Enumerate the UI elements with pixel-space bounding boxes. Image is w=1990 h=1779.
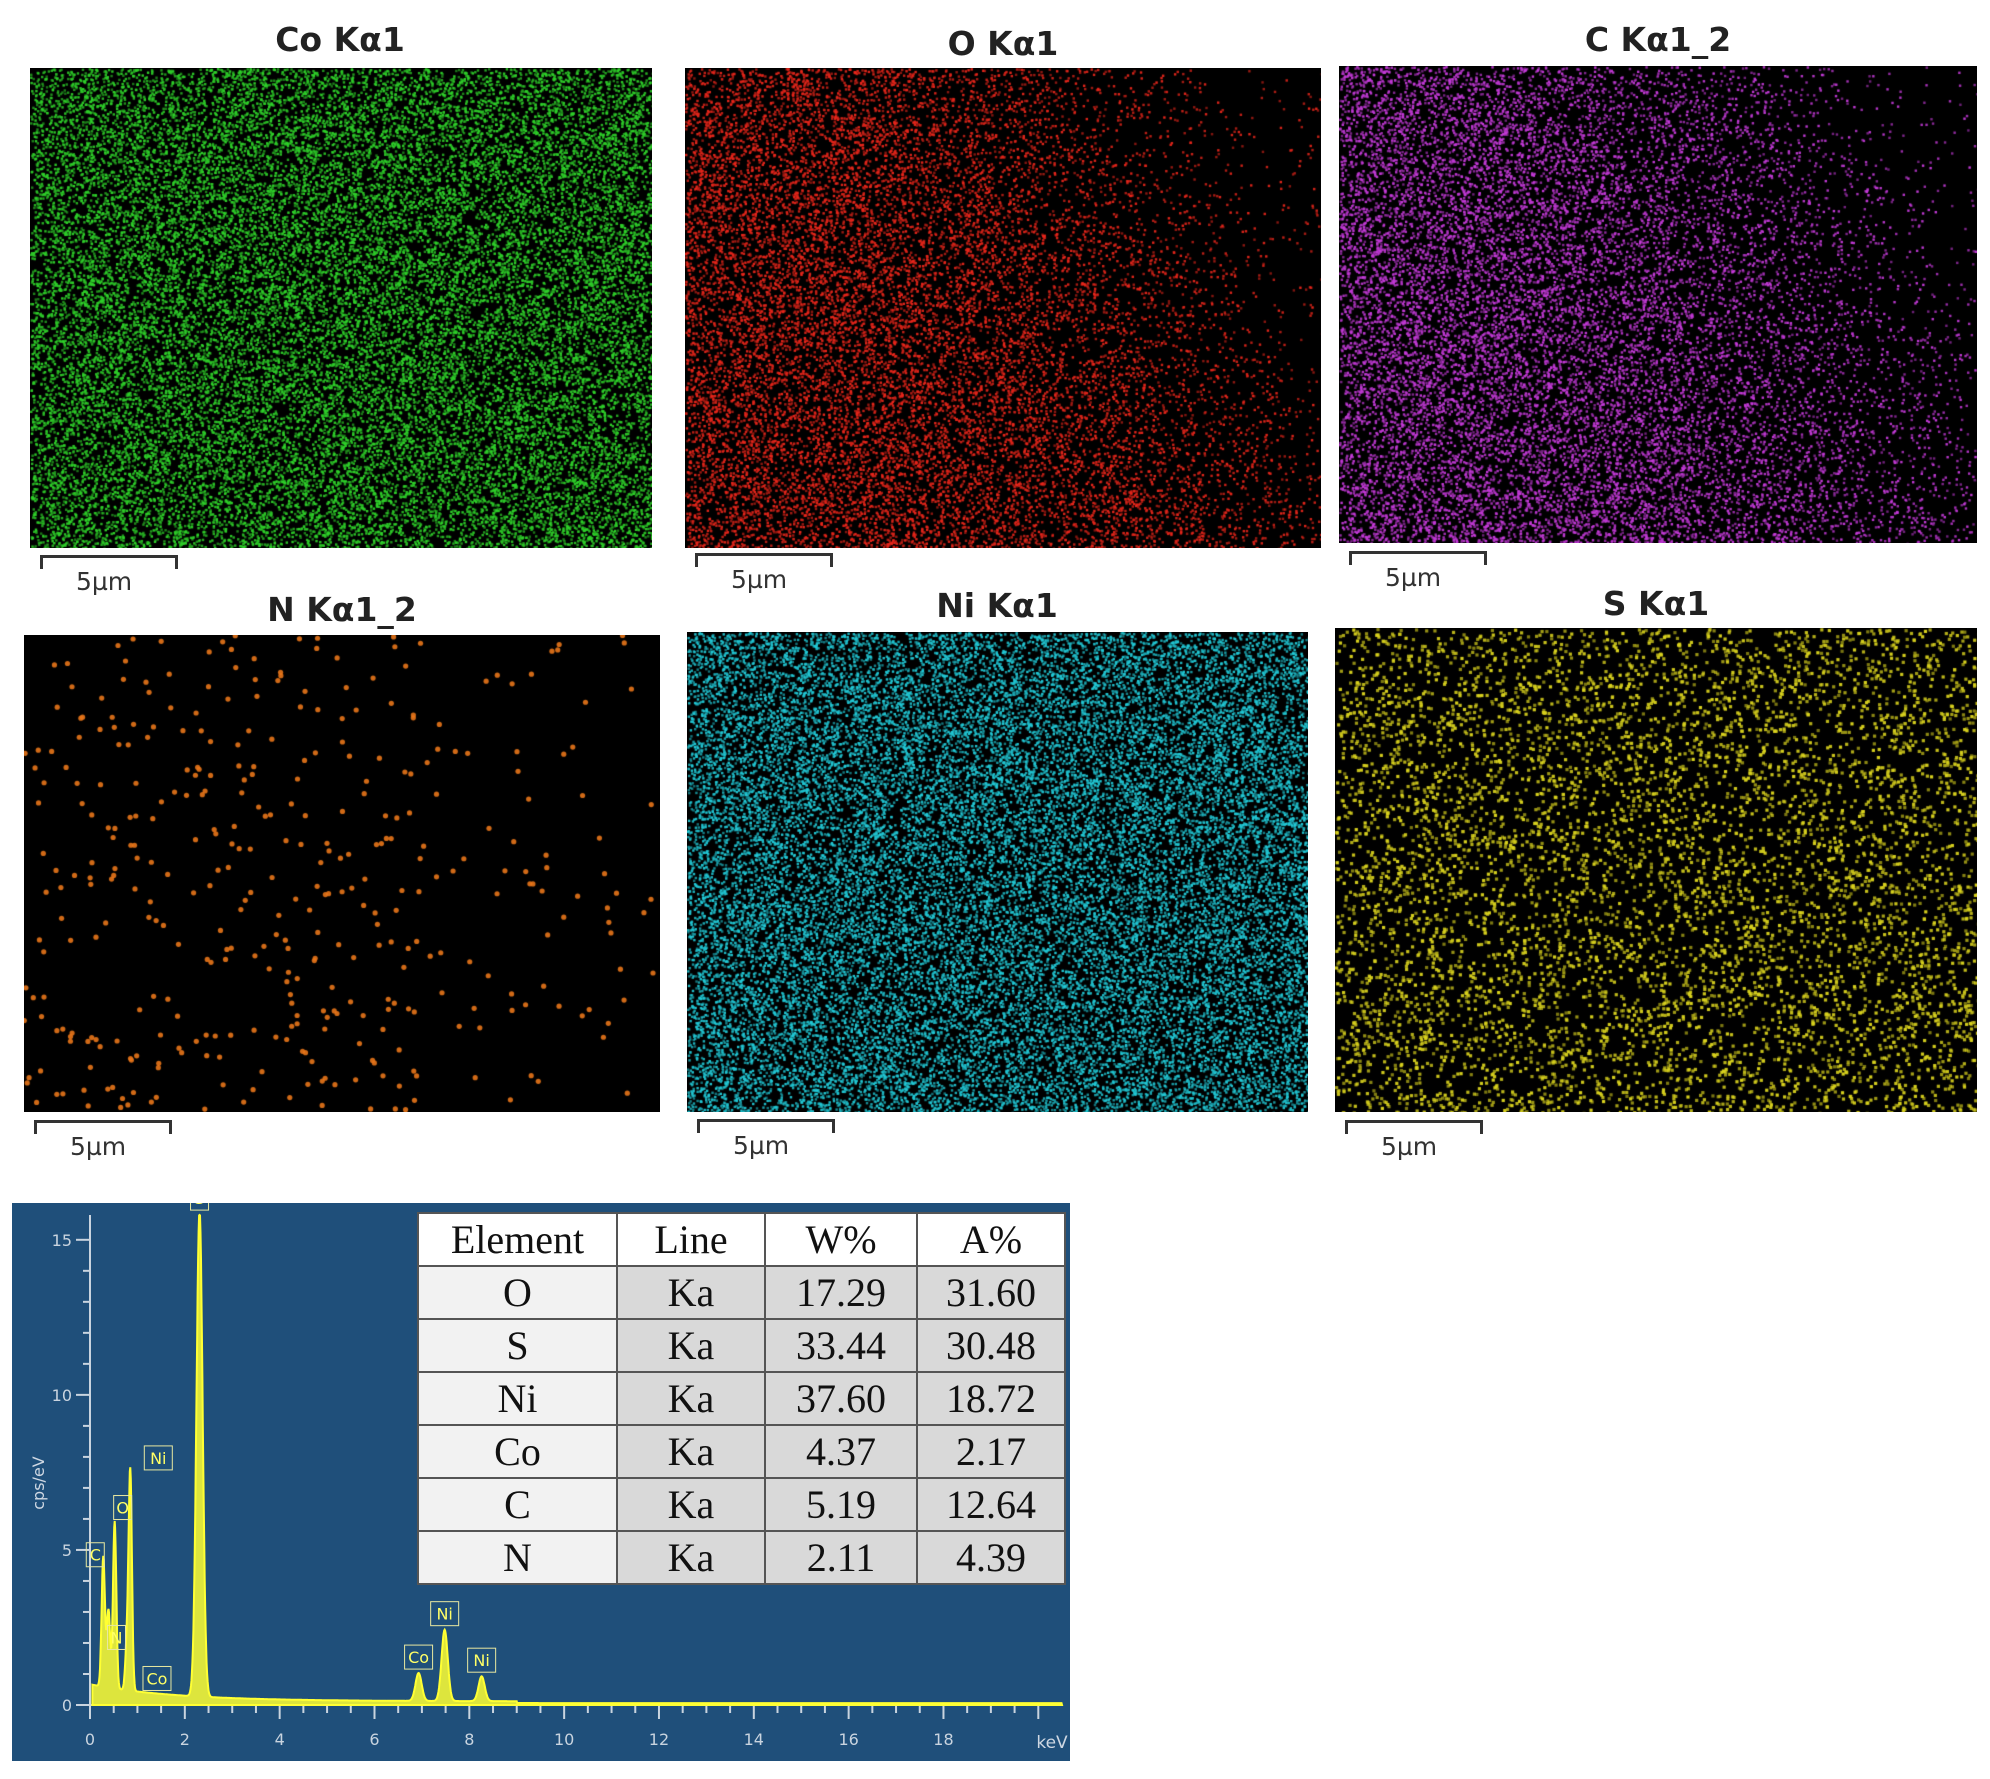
x-tick-label: 2 xyxy=(180,1730,190,1749)
cell-atomic: 31.60 xyxy=(916,1265,1066,1320)
cell-atomic: 4.39 xyxy=(916,1530,1066,1585)
peak-label-box xyxy=(143,1445,173,1471)
x-tick-label: 10 xyxy=(554,1730,574,1749)
cell-element: S xyxy=(417,1318,618,1373)
cell-atomic: 12.64 xyxy=(916,1477,1066,1532)
x-tick-label: 18 xyxy=(933,1730,953,1749)
table-row: N Ka 2.11 4.39 xyxy=(417,1530,1066,1585)
peak-label-box xyxy=(113,1495,133,1521)
map-co xyxy=(30,68,652,548)
cell-weight: 4.37 xyxy=(764,1424,918,1479)
cell-weight: 17.29 xyxy=(764,1265,918,1320)
peak-label: O xyxy=(116,1499,129,1518)
table-row: Ni Ka 37.60 18.72 xyxy=(417,1371,1066,1426)
cell-line: Ka xyxy=(616,1530,766,1585)
spectrum-svg: cps/eV keV 051015024681012141618CNONiCoS… xyxy=(29,1203,1068,1753)
peak-label: S xyxy=(194,1203,204,1208)
map-title-s: S Kα1 xyxy=(1602,584,1710,623)
map-title-c: C Kα1_2 xyxy=(1584,20,1732,59)
table-row: S Ka 33.44 30.48 xyxy=(417,1318,1066,1373)
map-ni xyxy=(687,632,1308,1112)
table-row: Co Ka 4.37 2.17 xyxy=(417,1424,1066,1479)
cell-line: Ka xyxy=(616,1371,766,1426)
peak-label-box xyxy=(430,1601,460,1627)
peak-label-box xyxy=(106,1624,126,1650)
peak-label-box xyxy=(85,1542,105,1568)
cell-element: N xyxy=(417,1530,618,1585)
header-element: Element xyxy=(417,1212,618,1267)
x-tick-label: 12 xyxy=(649,1730,669,1749)
peak-label-box xyxy=(142,1665,172,1691)
cell-element: Co xyxy=(417,1424,618,1479)
cell-atomic: 30.48 xyxy=(916,1318,1066,1373)
composition-table: Element Line W% A% O Ka 17.29 31.60 S Ka 33.4… xyxy=(417,1212,1066,1585)
table-row: O Ka 17.29 31.60 xyxy=(417,1265,1066,1320)
peak-label: N xyxy=(111,1628,123,1647)
peak-label: Ni xyxy=(150,1449,166,1468)
x-axis-unit: keV xyxy=(1036,1733,1068,1753)
header-line: Line xyxy=(616,1212,766,1267)
cell-element: C xyxy=(417,1477,618,1532)
cell-line: Ka xyxy=(616,1318,766,1373)
table-header-row: Element Line W% A% xyxy=(417,1212,1066,1267)
x-tick-label: 4 xyxy=(275,1730,285,1749)
header-weight-percent: W% xyxy=(764,1212,918,1267)
cell-weight: 33.44 xyxy=(764,1318,918,1373)
map-n xyxy=(24,635,660,1112)
peak-label: Co xyxy=(408,1648,429,1667)
cell-element: Ni xyxy=(417,1371,618,1426)
map-title-ni: Ni Kα1 xyxy=(936,586,1058,625)
y-tick-label: 10 xyxy=(52,1386,72,1405)
peak-label: C xyxy=(90,1546,101,1565)
map-c xyxy=(1339,66,1977,543)
peak-label: Co xyxy=(146,1669,167,1688)
x-tick-label: 14 xyxy=(744,1730,764,1749)
y-axis-label: cps/eV xyxy=(29,1456,48,1510)
cell-atomic: 18.72 xyxy=(916,1371,1066,1426)
y-tick-label: 15 xyxy=(52,1231,72,1250)
y-tick-label: 0 xyxy=(62,1696,72,1715)
map-o xyxy=(685,68,1321,548)
x-tick-label: 0 xyxy=(85,1730,95,1749)
peak-label-box xyxy=(467,1647,497,1673)
peak-label-box xyxy=(190,1203,210,1211)
cell-line: Ka xyxy=(616,1265,766,1320)
table-row: C Ka 5.19 12.64 xyxy=(417,1477,1066,1532)
cell-line: Ka xyxy=(616,1424,766,1479)
map-title-co: Co Kα1 xyxy=(275,20,405,59)
peak-label-box xyxy=(404,1644,434,1670)
cell-weight: 2.11 xyxy=(764,1530,918,1585)
peak-label: Ni xyxy=(436,1605,452,1624)
cell-weight: 37.60 xyxy=(764,1371,918,1426)
map-title-o: O Kα1 xyxy=(947,24,1059,63)
header-atomic-percent: A% xyxy=(916,1212,1066,1267)
cell-weight: 5.19 xyxy=(764,1477,918,1532)
map-s xyxy=(1335,628,1977,1112)
y-tick-label: 5 xyxy=(62,1541,72,1560)
spectrum-trace xyxy=(91,1213,1064,1706)
cell-line: Ka xyxy=(616,1477,766,1532)
map-title-n: N Kα1_2 xyxy=(267,590,417,629)
cell-element: O xyxy=(417,1265,618,1320)
peak-label: Ni xyxy=(473,1651,489,1670)
x-tick-label: 16 xyxy=(838,1730,858,1749)
cell-atomic: 2.17 xyxy=(916,1424,1066,1479)
x-tick-label: 8 xyxy=(464,1730,474,1749)
x-tick-label: 6 xyxy=(369,1730,379,1749)
